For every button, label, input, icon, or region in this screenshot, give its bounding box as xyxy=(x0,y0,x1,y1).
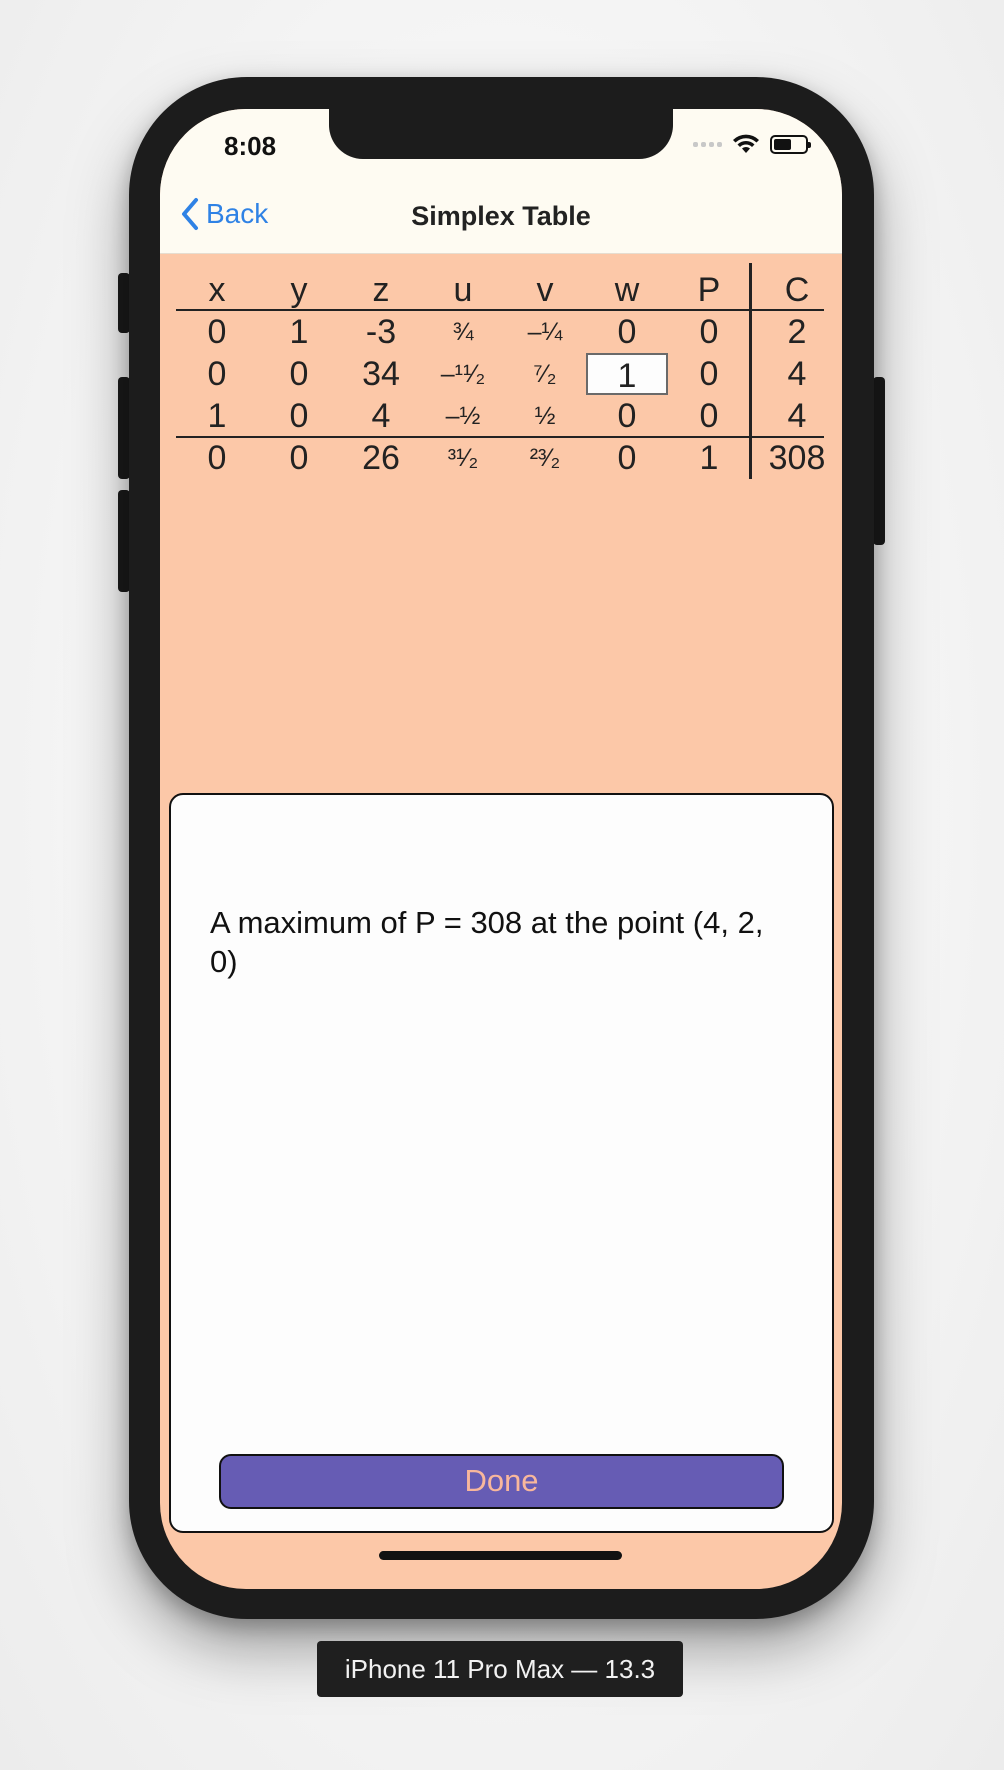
table-header-z: z xyxy=(372,271,390,309)
table-cell[interactable]: ⁷⁄₂ xyxy=(533,360,557,388)
table-cell[interactable]: 0 xyxy=(617,313,637,351)
table-cell[interactable]: 4 xyxy=(371,397,391,435)
table-cell[interactable]: ²³⁄₂ xyxy=(529,444,561,472)
volume-down-button xyxy=(118,490,130,592)
back-label: Back xyxy=(206,198,269,229)
silent-switch xyxy=(118,273,130,333)
table-cell[interactable]: 1 xyxy=(699,439,719,477)
power-button xyxy=(873,377,885,545)
table-cell[interactable]: 0 xyxy=(699,397,719,435)
result-message: A maximum of P = 308 at the point (4, 2,… xyxy=(210,905,764,979)
status-icons xyxy=(693,133,811,155)
phone-screen: 8:08 Back Simplex Table xyxy=(160,109,842,1589)
device-label: iPhone 11 Pro Max — 13.3 xyxy=(317,1641,683,1697)
constants-column-divider xyxy=(749,263,752,479)
table-cell[interactable]: ³¹⁄₂ xyxy=(447,444,479,472)
header-divider xyxy=(176,309,824,311)
table-cell[interactable]: -3 xyxy=(365,313,397,351)
home-indicator[interactable] xyxy=(379,1551,622,1560)
table-header-x: x xyxy=(208,271,226,309)
back-button[interactable]: Back xyxy=(180,197,268,231)
table-header-v: v xyxy=(536,271,554,309)
table-cell[interactable]: 0 xyxy=(289,397,309,435)
table-header-u: u xyxy=(453,271,473,309)
table-cell[interactable]: 0 xyxy=(617,439,637,477)
table-cell[interactable]: 0 xyxy=(207,355,227,393)
volume-up-button xyxy=(118,377,130,479)
table-cell[interactable]: –¼ xyxy=(527,318,563,346)
cellular-signal-icon xyxy=(693,141,722,147)
table-cell[interactable]: –¹¹⁄₂ xyxy=(440,360,486,388)
pivot-cell[interactable]: 1 xyxy=(586,353,668,395)
table-cell[interactable]: 0 xyxy=(207,439,227,477)
battery-icon xyxy=(770,134,811,154)
objective-row-divider xyxy=(176,436,824,438)
table-cell[interactable]: ½ xyxy=(534,402,556,430)
table-cell[interactable]: 2 xyxy=(787,313,807,351)
table-cell[interactable]: 0 xyxy=(207,313,227,351)
table-cell[interactable]: 0 xyxy=(699,313,719,351)
page-title: Simplex Table xyxy=(411,201,591,231)
table-header-y: y xyxy=(290,271,308,309)
table-cell[interactable]: –½ xyxy=(445,402,481,430)
chevron-left-icon xyxy=(182,198,198,230)
status-time: 8:08 xyxy=(224,131,277,161)
table-header-C: C xyxy=(784,271,810,309)
table-cell[interactable]: 26 xyxy=(362,439,400,477)
table-cell[interactable]: 1 xyxy=(207,397,227,435)
table-cell[interactable]: 34 xyxy=(362,355,400,393)
table-cell[interactable]: 0 xyxy=(617,397,637,435)
table-cell[interactable]: 308 xyxy=(768,439,826,477)
result-dialog: A maximum of P = 308 at the point (4, 2,… xyxy=(169,793,834,1533)
table-cell[interactable]: 4 xyxy=(787,355,807,393)
table-cell[interactable]: 0 xyxy=(699,355,719,393)
table-cell[interactable]: 4 xyxy=(787,397,807,435)
table-cell[interactable]: 0 xyxy=(289,355,309,393)
simplex-table: x y z u v w P C 0 1 -3 ¾ –¼ 0 0 2 0 0 34 –¹¹⁄₂ ⁷⁄₂ 1 0 4 1 0 4 –½ ½ 0… xyxy=(176,263,826,479)
table-cell[interactable]: ¾ xyxy=(452,318,474,346)
done-button[interactable]: Done xyxy=(219,1454,784,1509)
notch xyxy=(329,109,673,159)
table-header-P: P xyxy=(697,271,721,309)
table-cell[interactable]: 0 xyxy=(289,439,309,477)
wifi-icon xyxy=(733,134,759,153)
navigation-bar: 8:08 Back Simplex Table xyxy=(160,109,842,254)
table-cell[interactable]: 1 xyxy=(289,313,309,351)
table-header-w: w xyxy=(614,271,640,309)
